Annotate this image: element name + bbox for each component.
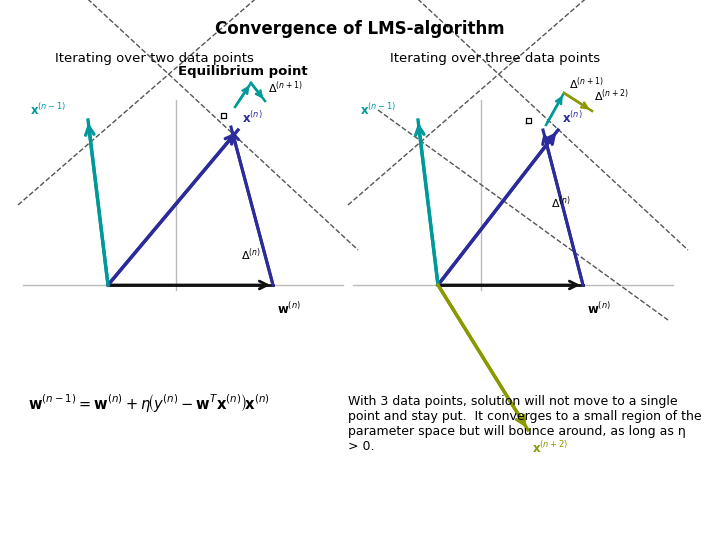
Text: $\mathbf{w}^{(n)}$: $\mathbf{w}^{(n)}$ xyxy=(587,301,611,317)
Text: $\mathbf{x}^{(n+2)}$: $\mathbf{x}^{(n+2)}$ xyxy=(532,440,568,456)
Text: $\Delta^{(n+2)}$: $\Delta^{(n+2)}$ xyxy=(594,88,629,104)
Text: Equilibrium point: Equilibrium point xyxy=(178,65,307,78)
Text: $\mathbf{x}^{(n-1)}$: $\mathbf{x}^{(n-1)}$ xyxy=(30,102,66,118)
Text: $\Delta^{(n)}$: $\Delta^{(n)}$ xyxy=(551,194,571,211)
Text: $\mathbf{x}^{(n)}$: $\mathbf{x}^{(n)}$ xyxy=(242,110,263,126)
Text: $\Delta^{(n+1)}$: $\Delta^{(n+1)}$ xyxy=(569,76,603,92)
Text: $\mathbf{w}^{(n)}$: $\mathbf{w}^{(n)}$ xyxy=(277,301,301,317)
Text: Iterating over two data points: Iterating over two data points xyxy=(55,52,254,65)
Text: $\Delta^{(n+1)}$: $\Delta^{(n+1)}$ xyxy=(268,80,302,97)
Text: $\mathbf{x}^{(n)}$: $\mathbf{x}^{(n)}$ xyxy=(562,110,582,126)
Text: $\mathbf{w}^{(n-1)} = \mathbf{w}^{(n)} + \eta\!\left(y^{(n)} - \mathbf{w}^T\math: $\mathbf{w}^{(n-1)} = \mathbf{w}^{(n)} +… xyxy=(28,392,270,414)
Text: With 3 data points, solution will not move to a single
point and stay put.  It c: With 3 data points, solution will not mo… xyxy=(348,395,701,453)
Text: $\mathbf{x}^{(n-1)}$: $\mathbf{x}^{(n-1)}$ xyxy=(360,102,396,118)
Text: Convergence of LMS-algorithm: Convergence of LMS-algorithm xyxy=(215,20,505,38)
Text: Iterating over three data points: Iterating over three data points xyxy=(390,52,600,65)
Text: $\Delta^{(n)}$: $\Delta^{(n)}$ xyxy=(241,247,261,264)
